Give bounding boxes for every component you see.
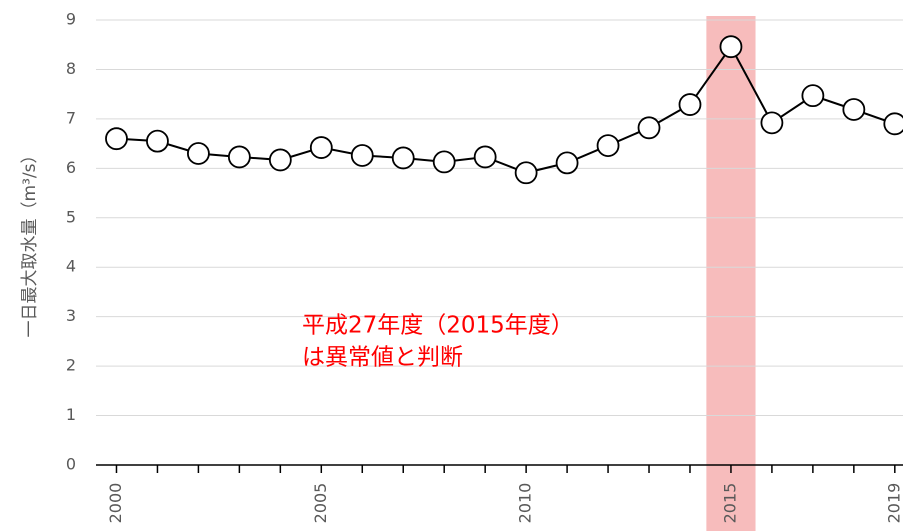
data-point	[555, 151, 579, 175]
annotation: 平成27年度（2015年度）	[302, 313, 574, 339]
data-point	[719, 35, 743, 59]
data-point	[842, 98, 866, 121]
x-tick-label: 2019	[884, 483, 903, 524]
y-tick-label: 5	[66, 207, 76, 226]
y-axis-label: 一日最大取水量（m³/s）	[20, 147, 40, 338]
data-point	[473, 145, 497, 169]
data-point	[391, 146, 415, 170]
data-point	[760, 111, 784, 135]
y-tick-label: 9	[66, 10, 76, 29]
y-tick-label: 8	[66, 59, 76, 78]
data-point	[146, 129, 169, 153]
data-point	[883, 112, 903, 136]
x-tick-label: 2005	[311, 483, 330, 524]
data-point	[227, 145, 251, 169]
x-tick-label: 2000	[106, 483, 125, 524]
x-tick-label: 2010	[516, 483, 535, 524]
data-point	[801, 84, 825, 108]
data-point	[187, 142, 210, 165]
data-point	[596, 134, 620, 157]
data-point	[105, 127, 128, 151]
y-tick-label: 4	[66, 257, 76, 276]
data-point	[514, 161, 538, 185]
highlight-band	[706, 16, 756, 531]
data-point	[309, 136, 333, 159]
data-point	[432, 150, 456, 174]
data-point	[678, 93, 702, 116]
y-tick-label: 6	[66, 158, 76, 177]
y-tick-label: 2	[66, 356, 76, 375]
data-point	[268, 148, 292, 172]
y-tick-label: 1	[66, 405, 76, 424]
annotation: は異常値と判断	[302, 345, 463, 371]
data-point	[637, 116, 661, 140]
y-tick-label: 0	[66, 455, 76, 474]
data-point	[350, 144, 374, 167]
y-tick-label: 7	[66, 108, 76, 127]
y-tick-label: 3	[66, 306, 76, 325]
x-tick-label: 2015	[720, 483, 739, 524]
